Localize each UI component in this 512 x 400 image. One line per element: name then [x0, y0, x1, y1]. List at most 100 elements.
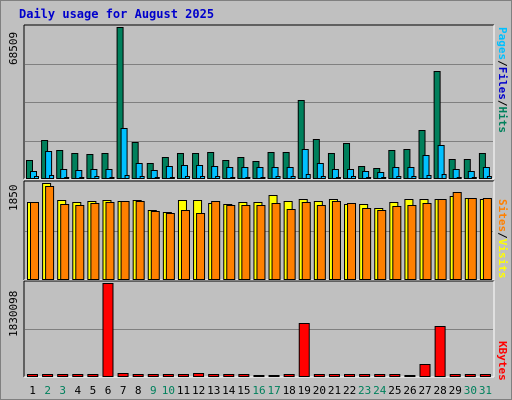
- pages-bar: [200, 176, 206, 179]
- day-tick-label: 2: [44, 384, 51, 397]
- legend-hits: Hits: [496, 106, 509, 134]
- legend-pages: Pages: [496, 27, 509, 61]
- pages-bar: [260, 177, 266, 179]
- sites-bar: [271, 203, 281, 280]
- day-tick-label: 24: [373, 384, 387, 397]
- files-bar: [30, 171, 37, 179]
- day-tick-label: 12: [192, 384, 205, 397]
- hits-bar: [71, 153, 79, 179]
- kbytes-bar: [434, 326, 446, 377]
- pages-bar: [154, 177, 160, 179]
- hits-bar: [267, 152, 275, 179]
- sites-bar: [90, 203, 100, 280]
- kbytes-bar: [57, 374, 69, 377]
- sites-bar: [241, 205, 251, 280]
- kbytes-bar: [328, 374, 340, 377]
- pages-bar: [184, 176, 190, 179]
- kbytes-bar: [177, 374, 189, 377]
- files-bar: [422, 155, 430, 179]
- files-bar: [301, 149, 309, 179]
- files-bar: [241, 167, 249, 179]
- day-tick-label: 6: [105, 384, 112, 397]
- hits-bar: [86, 154, 94, 179]
- hits-bar: [26, 160, 33, 179]
- day-tick-label: 17: [267, 384, 280, 397]
- day-tick-label: 10: [162, 384, 175, 397]
- hits-bar: [101, 153, 109, 179]
- sites-bar: [256, 205, 266, 280]
- kbytes-bar: [298, 323, 310, 377]
- sites-bar: [347, 203, 357, 280]
- pages-bar: [456, 177, 462, 179]
- day-tick-label: 11: [177, 384, 190, 397]
- kbytes-bar: [374, 374, 386, 377]
- kbytes-bar: [208, 374, 220, 377]
- pages-bar: [215, 176, 221, 179]
- day-tick-label: 22: [343, 384, 356, 397]
- day-tick-label: 13: [207, 384, 220, 397]
- day-tick-label: 28: [434, 384, 447, 397]
- pages-bar: [366, 177, 372, 179]
- hits-bar: [312, 139, 320, 179]
- day-tick-label: 19: [298, 384, 311, 397]
- hits-bar: [131, 142, 139, 179]
- sites-bar: [226, 205, 236, 280]
- middle-panel-max-label: 1850: [7, 184, 20, 212]
- kbytes-bar: [238, 374, 250, 377]
- sites-bar: [422, 203, 432, 280]
- day-tick-label: 20: [313, 384, 326, 397]
- middle-panel-legend: Sites/Visits: [496, 199, 509, 279]
- sites-bar: [45, 186, 55, 280]
- sites-bar: [482, 198, 492, 280]
- kbytes-bar: [117, 373, 129, 377]
- hits-bar: [463, 159, 471, 179]
- pages-bar: [290, 176, 296, 179]
- hits-bar: [282, 152, 290, 179]
- pages-bar: [230, 177, 236, 179]
- legend-visits: Visits: [496, 238, 509, 279]
- day-tick-label: 15: [237, 384, 250, 397]
- sites-bar: [407, 205, 417, 280]
- kbytes-bar: [87, 374, 99, 377]
- hits-bar: [207, 152, 215, 179]
- pages-bar: [426, 175, 432, 179]
- kbytes-bar: [359, 374, 371, 377]
- day-tick-label: 23: [358, 384, 371, 397]
- kbytes-bar: [404, 375, 416, 377]
- day-tick-label: 9: [150, 384, 157, 397]
- pages-bar: [109, 177, 115, 179]
- sites-bar: [120, 201, 130, 280]
- sites-bar: [377, 210, 387, 280]
- pages-bar: [169, 177, 175, 179]
- kbytes-bar: [147, 374, 159, 377]
- pages-bar: [139, 176, 145, 179]
- day-tick-label: 25: [388, 384, 401, 397]
- files-bar: [256, 167, 264, 179]
- sites-bar: [30, 202, 39, 280]
- sites-bar: [331, 201, 341, 280]
- legend-files: Files: [496, 66, 509, 100]
- files-bar: [165, 166, 173, 179]
- files-bar: [105, 169, 113, 179]
- kbytes-bar: [344, 374, 356, 377]
- hits-bar: [388, 150, 396, 179]
- files-bar: [362, 171, 370, 179]
- kbytes-bar: [268, 375, 280, 377]
- day-tick-label: 3: [59, 384, 66, 397]
- kbytes-bar: [162, 374, 174, 377]
- hits-bar: [403, 149, 411, 179]
- files-bar: [316, 163, 324, 179]
- pages-bar: [351, 176, 357, 179]
- kbytes-bar: [313, 374, 325, 377]
- bottom-panel-max-label: 1830098: [7, 290, 20, 337]
- files-bar: [150, 170, 158, 179]
- bottom-panel-legend: KBytes: [496, 341, 509, 381]
- legend-separator: /: [496, 232, 509, 239]
- day-tick-label: 29: [449, 384, 462, 397]
- files-bar: [75, 170, 83, 179]
- sites-bar: [286, 209, 296, 280]
- files-bar: [180, 165, 188, 179]
- kbytes-bar: [464, 374, 476, 377]
- files-bar: [467, 171, 475, 179]
